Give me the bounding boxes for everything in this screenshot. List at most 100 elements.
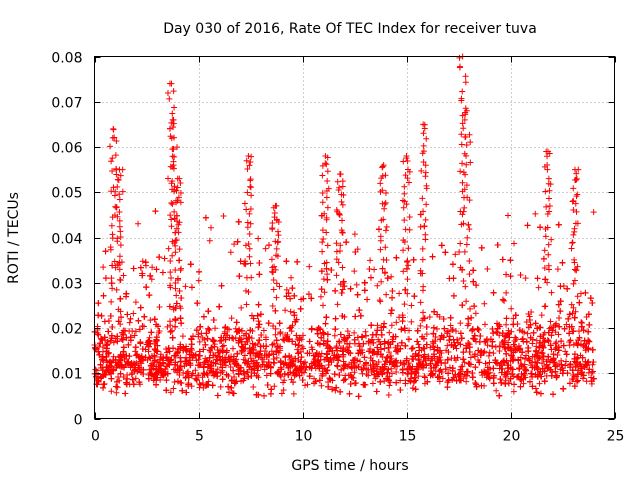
data-point	[272, 331, 279, 338]
data-point	[464, 322, 471, 329]
data-point	[182, 283, 189, 290]
data-point	[227, 363, 234, 370]
data-point	[127, 315, 134, 322]
data-point	[200, 313, 207, 320]
data-point	[429, 357, 436, 364]
data-point	[563, 351, 570, 358]
data-point	[108, 375, 115, 382]
data-point	[247, 349, 254, 356]
data-point	[253, 349, 260, 356]
data-point	[174, 362, 181, 369]
data-point	[188, 346, 195, 353]
data-point	[102, 248, 109, 255]
data-point	[100, 292, 107, 299]
data-point	[340, 377, 347, 384]
data-point	[403, 355, 410, 362]
data-point	[170, 385, 177, 392]
data-point	[430, 324, 437, 331]
data-point	[188, 284, 195, 291]
data-point	[123, 290, 130, 297]
data-point	[485, 352, 492, 359]
data-point	[511, 240, 518, 247]
data-point	[502, 380, 509, 387]
data-point	[132, 375, 139, 382]
data-point	[415, 341, 422, 348]
data-point	[560, 342, 567, 349]
data-point	[521, 329, 528, 336]
data-point	[570, 304, 577, 311]
data-point	[318, 286, 325, 293]
data-point	[414, 365, 421, 372]
data-point	[412, 386, 419, 393]
data-point	[558, 338, 565, 345]
data-point	[126, 319, 133, 326]
data-point	[415, 357, 422, 364]
data-point	[387, 310, 394, 317]
data-point	[141, 313, 148, 320]
data-point	[396, 290, 403, 297]
data-point	[538, 349, 545, 356]
data-point	[519, 336, 526, 343]
data-point	[460, 349, 467, 356]
data-point	[333, 362, 340, 369]
data-point	[406, 327, 413, 334]
data-point	[229, 389, 236, 396]
data-point	[331, 332, 338, 339]
data-point	[97, 340, 104, 347]
data-point	[299, 332, 306, 339]
data-point	[482, 321, 489, 328]
data-point	[446, 275, 453, 282]
data-point	[486, 349, 493, 356]
data-point	[537, 390, 544, 397]
data-point	[264, 382, 271, 389]
data-point	[332, 387, 339, 394]
data-point	[217, 383, 224, 390]
data-point	[276, 320, 283, 327]
data-point	[130, 381, 137, 388]
data-point	[381, 345, 388, 352]
data-point	[114, 384, 121, 391]
data-point	[352, 313, 359, 320]
data-point	[590, 209, 597, 216]
data-point	[206, 237, 213, 244]
data-point	[378, 331, 385, 338]
data-point	[362, 332, 369, 339]
data-point	[328, 266, 335, 273]
data-point	[587, 295, 594, 302]
data-point	[517, 271, 524, 278]
data-point	[393, 254, 400, 261]
data-point	[490, 365, 497, 372]
data-point	[159, 269, 166, 276]
data-point	[351, 380, 358, 387]
data-point	[410, 256, 417, 263]
data-point	[277, 373, 284, 380]
data-point	[178, 320, 185, 327]
data-point	[283, 258, 290, 265]
data-point	[336, 372, 343, 379]
data-point	[227, 249, 234, 256]
data-point	[409, 344, 416, 351]
data-point	[263, 372, 270, 379]
data-point	[295, 357, 302, 364]
data-point	[433, 325, 440, 332]
data-point	[129, 376, 136, 383]
chart-title: Day 030 of 2016, Rate Of TEC Index for r…	[163, 21, 537, 37]
data-point	[564, 285, 571, 292]
data-point	[534, 275, 541, 282]
data-point	[288, 328, 295, 335]
data-point	[245, 240, 252, 247]
data-point	[332, 326, 339, 333]
data-point	[278, 390, 285, 397]
data-point	[132, 344, 139, 351]
data-point	[468, 314, 475, 321]
data-point	[135, 220, 142, 227]
data-point	[421, 223, 428, 230]
data-point	[324, 276, 331, 283]
data-point	[376, 297, 383, 304]
data-point	[448, 355, 455, 362]
data-point	[95, 312, 102, 319]
data-point	[109, 323, 116, 330]
data-point	[192, 367, 199, 374]
data-point	[282, 307, 289, 314]
data-point	[262, 245, 269, 252]
